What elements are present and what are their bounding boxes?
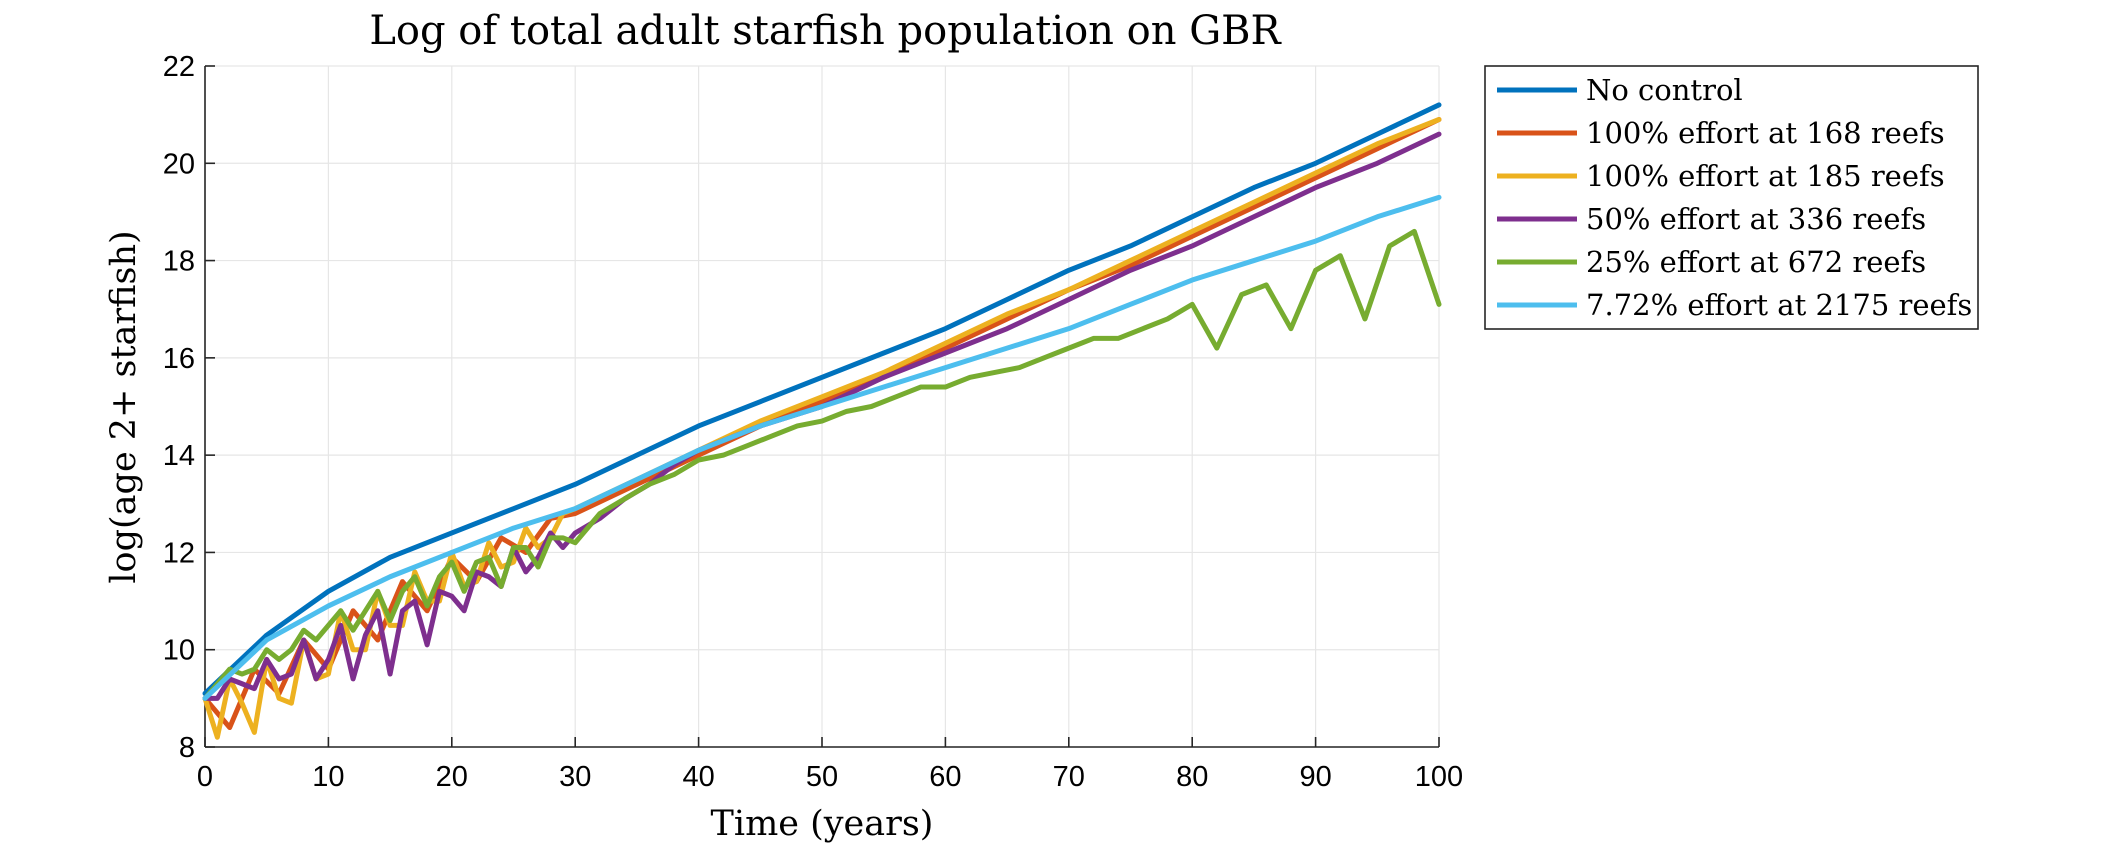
legend-items: No control 100% effort at 168 reefs 100% e…	[1497, 73, 1972, 322]
y-tick-label: 22	[163, 51, 195, 83]
series-line-5	[202, 228, 1442, 701]
x-tick-label: 0	[197, 761, 213, 793]
legend-label-1: No control	[1586, 73, 1743, 107]
x-tick-label: 100	[1415, 761, 1463, 793]
legend: No control 100% effort at 168 reefs 100% e…	[1484, 65, 1979, 330]
legend-label-5: 25% effort at 672 reefs	[1586, 245, 1926, 279]
x-tick-label: 50	[806, 761, 838, 793]
y-tick-label: 10	[163, 635, 195, 667]
y-tick-label: 18	[163, 246, 195, 278]
legend-label-2: 100% effort at 168 reefs	[1586, 116, 1945, 150]
series-line-1	[202, 102, 1442, 696]
series-line-4	[202, 131, 1442, 701]
series-line-6	[202, 194, 1442, 701]
y-tick-label: 20	[163, 148, 195, 180]
legend-label-6: 7.72% effort at 2175 reefs	[1586, 288, 1972, 322]
y-tick-label: 8	[179, 732, 195, 764]
x-tick-label: 80	[1176, 761, 1208, 793]
x-tick-label: 30	[559, 761, 591, 793]
series-lines	[202, 102, 1442, 740]
chart-title: Log of total adult starfish population o…	[369, 8, 1282, 54]
y-axis-label: log(age 2+ starfish)	[104, 230, 144, 583]
x-tick-label: 40	[682, 761, 714, 793]
x-tick-label: 60	[929, 761, 961, 793]
y-ticks: 8 10 12 14 16 18 20 22	[163, 51, 215, 764]
legend-label-3: 100% effort at 185 reefs	[1586, 159, 1945, 193]
x-tick-label: 20	[436, 761, 468, 793]
x-axis-label: Time (years)	[711, 804, 934, 844]
y-tick-label: 12	[163, 537, 195, 569]
grid	[204, 65, 1440, 748]
y-tick-label: 14	[163, 440, 195, 472]
x-tick-label: 10	[312, 761, 344, 793]
x-tick-label: 70	[1053, 761, 1085, 793]
series-line-3	[202, 117, 1442, 740]
x-ticks: 0 10 20 30 40 50 60 70 80 90 100	[197, 737, 1463, 793]
y-tick-label: 16	[163, 343, 195, 375]
x-tick-label: 90	[1299, 761, 1331, 793]
legend-box	[1484, 65, 1979, 330]
legend-label-4: 50% effort at 336 reefs	[1586, 202, 1926, 236]
